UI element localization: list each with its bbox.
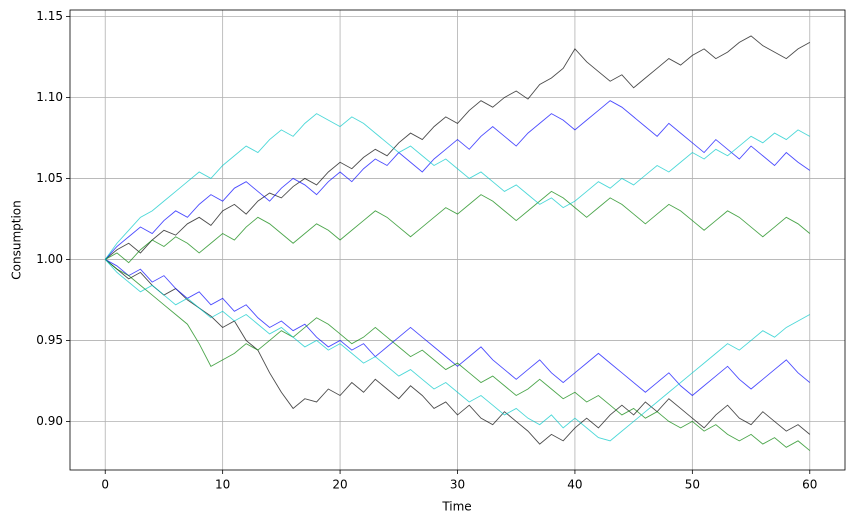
x-axis-label: Time [441, 500, 471, 514]
series-line [105, 259, 811, 397]
series-line [104, 259, 811, 445]
x-tick-label: 10 [215, 478, 230, 492]
x-tick-label: 30 [450, 478, 465, 492]
y-tick-label: 0.90 [36, 414, 63, 428]
x-tick-label: 20 [332, 478, 347, 492]
series-line [104, 100, 811, 260]
series-line [104, 35, 810, 260]
y-tick-label: 1.10 [36, 90, 63, 104]
x-tick-label: 40 [567, 478, 582, 492]
y-tick-label: 1.15 [36, 9, 63, 23]
plot-lines [104, 35, 811, 451]
y-tick-label: 1.05 [36, 171, 63, 185]
series-line [104, 259, 811, 451]
y-axis-label: Consumption [10, 200, 24, 279]
y-tick-label: 1.00 [36, 252, 63, 266]
series-line [105, 190, 811, 264]
plot-frame [69, 9, 846, 471]
x-tick-label: 60 [802, 478, 817, 492]
x-tick-label: 50 [685, 478, 700, 492]
series-line [104, 113, 810, 260]
y-tick-label: 0.95 [36, 333, 63, 347]
x-tick-label: 0 [101, 478, 109, 492]
series-line [104, 259, 810, 442]
